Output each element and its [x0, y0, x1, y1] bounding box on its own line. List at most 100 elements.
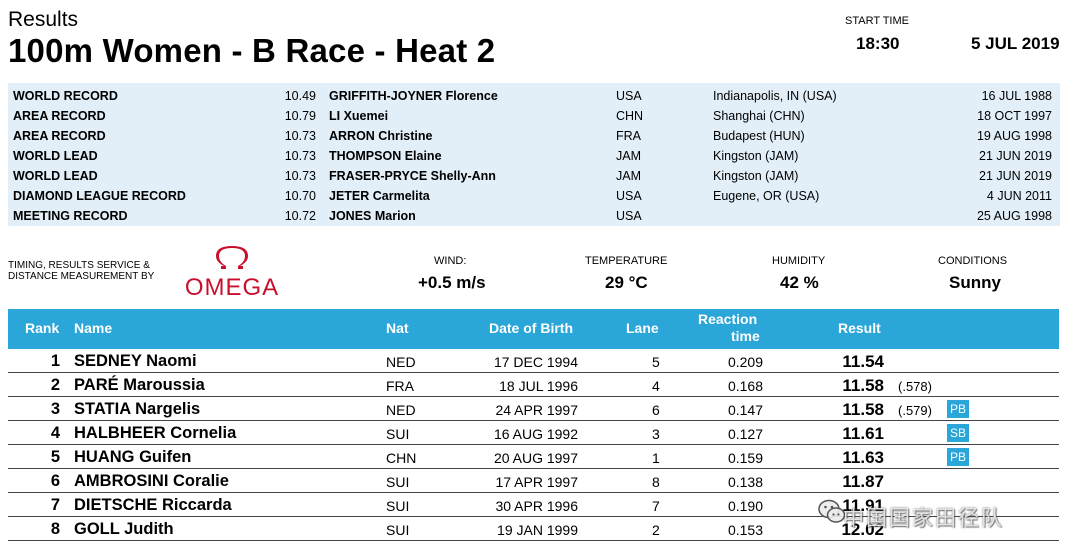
- record-holder: JONES Marion: [329, 209, 416, 223]
- record-nat: CHN: [616, 109, 644, 123]
- humidity-label: HUMIDITY: [772, 255, 826, 267]
- result-row: 5 HUANG Guifen CHN 20 AUG 1997 1 0.159 1…: [8, 446, 1059, 469]
- nat-cell: FRA: [386, 378, 414, 394]
- dob-cell: 19 JAN 1999: [497, 522, 578, 538]
- col-rank: Rank: [25, 320, 60, 336]
- lane-cell: 8: [652, 474, 660, 490]
- rank-cell: 1: [50, 352, 60, 370]
- record-date: 18 OCT 1997: [977, 109, 1052, 123]
- nat-cell: SUI: [386, 474, 410, 490]
- lane-cell: 1: [652, 450, 660, 466]
- record-label: WORLD RECORD: [13, 89, 118, 103]
- record-row: AREA RECORD 10.79 LI Xuemei CHN Shanghai…: [8, 105, 1060, 125]
- rank-cell: 5: [50, 448, 60, 466]
- lane-cell: 2: [652, 522, 660, 538]
- record-row: WORLD LEAD 10.73 THOMPSON Elaine JAM Kin…: [8, 145, 1060, 165]
- athlete-name: HUANG Guifen: [74, 448, 192, 466]
- col-lane: Lane: [626, 320, 659, 336]
- nat-cell: SUI: [386, 498, 410, 514]
- record-row: WORLD LEAD 10.73 FRASER-PRYCE Shelly-Ann…: [8, 165, 1060, 185]
- record-label: WORLD LEAD: [13, 169, 98, 183]
- record-venue: Eugene, OR (USA): [713, 189, 820, 203]
- reaction-cell: 0.209: [727, 354, 763, 370]
- record-date: 21 JUN 2019: [979, 169, 1052, 183]
- record-nat: USA: [616, 209, 642, 223]
- records-box: WORLD RECORD 10.49 GRIFFITH-JOYNER Flore…: [8, 83, 1060, 226]
- result-row: 2 PARÉ Maroussia FRA 18 JUL 1996 4 0.168…: [8, 374, 1059, 397]
- record-label: AREA RECORD: [13, 109, 106, 123]
- record-label: WORLD LEAD: [13, 149, 98, 163]
- temperature-value: 29 °C: [605, 273, 648, 292]
- record-nat: JAM: [616, 169, 641, 183]
- col-reaction-time: time: [731, 328, 760, 344]
- nat-cell: SUI: [386, 522, 410, 538]
- record-label: AREA RECORD: [13, 129, 106, 143]
- pb-badge: PB: [947, 400, 969, 418]
- record-label: DIAMOND LEAGUE RECORD: [13, 189, 186, 203]
- record-nat: USA: [616, 189, 642, 203]
- result-cell: 11.54: [842, 352, 884, 371]
- athlete-name: DIETSCHE Riccarda: [74, 496, 232, 514]
- record-time: 10.73: [284, 129, 316, 143]
- result-cell: 11.91: [842, 496, 884, 515]
- reaction-cell: 0.138: [727, 474, 763, 490]
- rank-cell: 3: [50, 400, 60, 418]
- reaction-cell: 0.147: [727, 402, 763, 418]
- record-date: 16 JUL 1988: [981, 89, 1052, 103]
- col-reaction: Reaction: [698, 311, 758, 327]
- result-cell: 11.61: [842, 424, 884, 443]
- col-result: Result: [838, 320, 881, 336]
- record-venue: Kingston (JAM): [713, 149, 799, 163]
- record-time: 10.73: [284, 169, 316, 183]
- result-cell: 12.02: [841, 520, 884, 539]
- result-cell: 11.87: [842, 472, 884, 491]
- record-holder: FRASER-PRYCE Shelly-Ann: [329, 169, 496, 183]
- dob-cell: 18 JUL 1996: [499, 378, 578, 394]
- result-cell: 11.63: [842, 448, 884, 467]
- record-date: 21 JUN 2019: [979, 149, 1052, 163]
- record-time: 10.73: [284, 149, 316, 163]
- race-date: 5 JUL 2019: [971, 34, 1060, 53]
- conditions-label: CONDITIONS: [938, 255, 1008, 267]
- record-nat: USA: [616, 89, 642, 103]
- col-name: Name: [74, 320, 113, 336]
- conditions-value: Sunny: [949, 273, 1001, 292]
- dob-cell: 17 DEC 1994: [493, 354, 578, 370]
- record-time: 10.79: [284, 109, 316, 123]
- result-row: 4 HALBHEER Cornelia SUI 16 AUG 1992 3 0.…: [8, 422, 1059, 445]
- reaction-cell: 0.127: [727, 426, 763, 442]
- reaction-cell: 0.153: [727, 522, 763, 538]
- athlete-name: HALBHEER Cornelia: [74, 424, 237, 442]
- nat-cell: SUI: [386, 426, 410, 442]
- results-label: Results: [8, 8, 79, 31]
- timing-credit-line: DISTANCE MEASUREMENT BY: [8, 271, 155, 282]
- tiebreak-time: (.579): [898, 403, 932, 418]
- record-row: AREA RECORD 10.73 ARRON Christine FRA Bu…: [8, 125, 1060, 145]
- result-row: 1 SEDNEY Naomi NED 17 DEC 1994 5 0.209 1…: [8, 350, 1059, 373]
- record-date: 4 JUN 2011: [986, 189, 1052, 203]
- dob-cell: 24 APR 1997: [495, 402, 578, 418]
- result-row: 8 GOLL Judith SUI 19 JAN 1999 2 0.153 12…: [8, 518, 1059, 541]
- wind-label: WIND:: [434, 255, 467, 267]
- nat-cell: CHN: [386, 450, 417, 466]
- wechat-icon: [818, 499, 846, 523]
- lane-cell: 5: [652, 354, 660, 370]
- record-row: MEETING RECORD 10.72 JONES Marion USA 25…: [8, 205, 1060, 225]
- nat-cell: NED: [386, 402, 416, 418]
- col-date-of-birth: Date of Birth: [489, 320, 573, 336]
- reaction-cell: 0.159: [727, 450, 763, 466]
- result-cell: 11.58: [842, 400, 884, 419]
- record-date: 25 AUG 1998: [976, 209, 1052, 223]
- record-venue: Indianapolis, IN (USA): [713, 89, 837, 103]
- record-row: DIAMOND LEAGUE RECORD 10.70 JETER Carmel…: [8, 185, 1060, 205]
- lane-cell: 3: [652, 426, 660, 442]
- dob-cell: 20 AUG 1997: [493, 450, 578, 466]
- record-venue: Kingston (JAM): [713, 169, 799, 183]
- lane-cell: 4: [652, 378, 660, 394]
- lane-cell: 6: [652, 402, 660, 418]
- rank-cell: 8: [50, 520, 60, 538]
- athlete-name: AMBROSINI Coralie: [74, 472, 229, 490]
- dob-cell: 30 APR 1996: [495, 498, 578, 514]
- record-holder: JETER Carmelita: [329, 189, 430, 203]
- omega-logo: OMEGA: [181, 246, 283, 301]
